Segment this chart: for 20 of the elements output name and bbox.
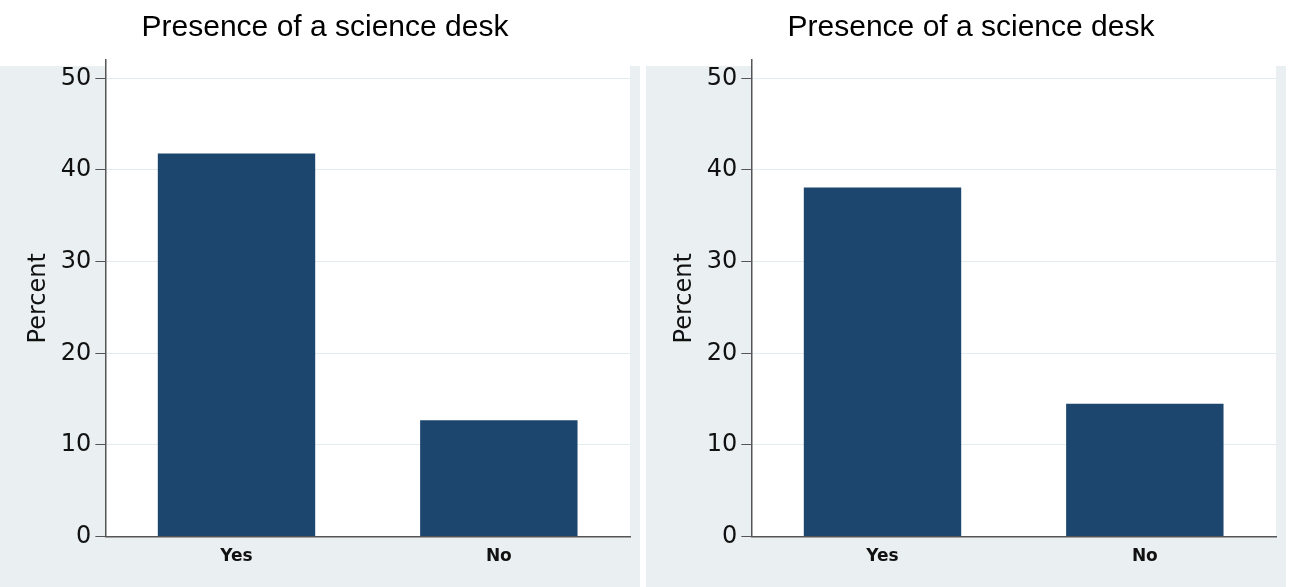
- y-axis-title: Percent: [668, 253, 697, 344]
- y-tick-label: 10: [706, 429, 738, 458]
- y-tick-label: 40: [706, 154, 738, 183]
- y-tick-label: 50: [60, 62, 92, 91]
- y-tick-label: 40: [60, 154, 92, 183]
- x-tick-label: No: [485, 545, 512, 566]
- y-tick-label: 10: [60, 429, 92, 458]
- y-tick-label: 50: [706, 62, 738, 91]
- x-tick-label: No: [1131, 545, 1158, 566]
- x-tick-label: Yes: [219, 545, 253, 566]
- y-tick-label: 20: [706, 337, 738, 366]
- y-tick-label: 0: [76, 520, 92, 549]
- chart-title: Presence of a science desk: [141, 9, 510, 43]
- y-axis-title: Percent: [22, 253, 51, 344]
- y-tick-label: 0: [722, 520, 738, 549]
- y-tick-label: 30: [706, 245, 738, 274]
- y-tick-label: 30: [60, 245, 92, 274]
- y-tick-label: 20: [60, 337, 92, 366]
- x-tick-label: Yes: [865, 545, 899, 566]
- chart-title: Presence of a science desk: [787, 9, 1156, 43]
